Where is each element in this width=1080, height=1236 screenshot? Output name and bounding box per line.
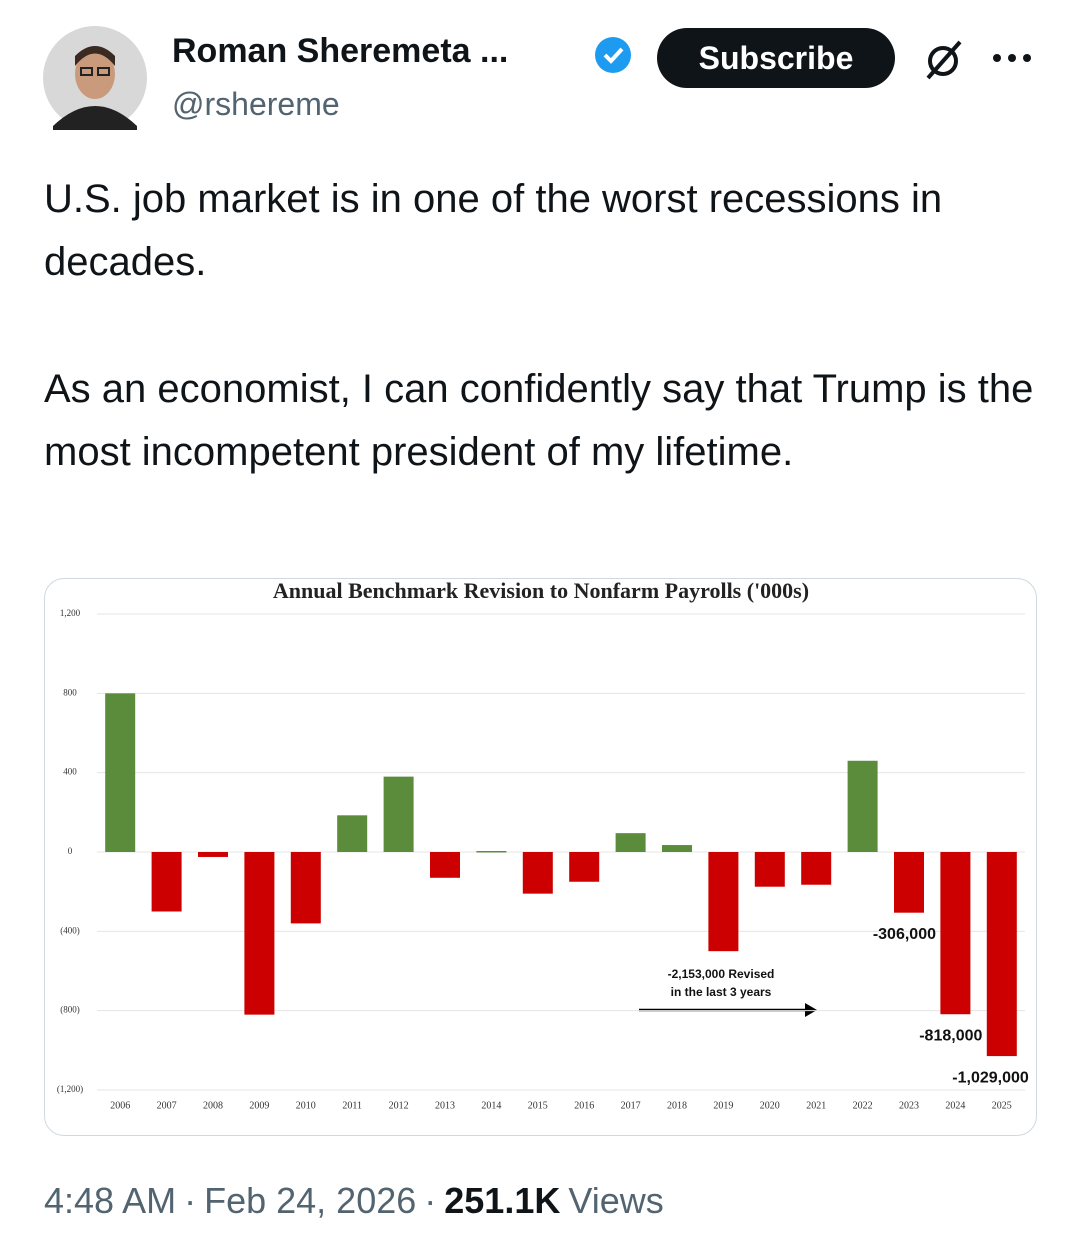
- x-tick-label: 2011: [342, 1100, 362, 1111]
- x-tick-label: 2006: [110, 1100, 130, 1111]
- bar: [383, 776, 414, 852]
- x-tick-label: 2018: [667, 1100, 687, 1111]
- separator: ·: [424, 1180, 437, 1221]
- x-tick-label: 2017: [621, 1100, 641, 1111]
- bar: [662, 845, 692, 852]
- avatar[interactable]: [43, 26, 147, 130]
- bar: [986, 852, 1017, 1057]
- bar: [476, 851, 507, 853]
- y-tick-label: 1,200: [60, 608, 81, 618]
- x-tick-label: 2025: [992, 1100, 1012, 1111]
- bar: [754, 852, 785, 887]
- y-tick-label: (400): [60, 925, 80, 935]
- y-tick-label: 800: [63, 687, 77, 697]
- value-label: -306,000: [873, 926, 936, 943]
- x-tick-label: 2022: [853, 1100, 873, 1111]
- y-tick-label: (800): [60, 1005, 80, 1015]
- views-label: Views: [568, 1180, 664, 1221]
- y-tick-label: 0: [68, 846, 73, 856]
- x-tick-label: 2015: [528, 1100, 548, 1111]
- verified-badge: [595, 37, 631, 73]
- x-tick-label: 2014: [481, 1100, 501, 1111]
- bar: [940, 852, 971, 1015]
- author-name[interactable]: Roman Sheremeta ...: [172, 32, 509, 70]
- bar: [337, 815, 368, 852]
- post-time[interactable]: 4:48 AM: [44, 1180, 177, 1221]
- x-tick-label: 2007: [157, 1100, 177, 1111]
- value-label: -1,029,000: [952, 1069, 1029, 1086]
- x-tick-label: 2012: [389, 1100, 409, 1111]
- bar: [105, 693, 136, 852]
- bar: [894, 852, 924, 913]
- x-tick-label: 2008: [203, 1100, 223, 1111]
- chart: Annual Benchmark Revision to Nonfarm Pay…: [57, 579, 1029, 1111]
- chart-card[interactable]: Annual Benchmark Revision to Nonfarm Pay…: [44, 578, 1037, 1136]
- x-tick-label: 2016: [574, 1100, 594, 1111]
- tweet-text: U.S. job market is in one of the worst r…: [44, 177, 943, 284]
- x-tick-label: 2019: [713, 1100, 733, 1111]
- bar: [290, 852, 321, 924]
- x-tick-label: 2013: [435, 1100, 455, 1111]
- bar: [198, 852, 228, 857]
- y-tick-label: (1,200): [57, 1084, 83, 1094]
- bar: [801, 852, 832, 885]
- bar: [522, 852, 553, 894]
- bar: [615, 833, 646, 852]
- x-tick-label: 2010: [296, 1100, 316, 1111]
- post-date[interactable]: Feb 24, 2026: [204, 1180, 417, 1221]
- x-tick-label: 2009: [249, 1100, 269, 1111]
- bar: [569, 852, 600, 882]
- bar: [847, 760, 878, 852]
- more-icon[interactable]: [990, 48, 1034, 68]
- bar: [430, 852, 460, 878]
- value-label: -818,000: [919, 1027, 982, 1044]
- annotation: in the last 3 years: [671, 985, 772, 999]
- author-handle[interactable]: @rshereme: [172, 86, 340, 122]
- views-count: 251.1K: [444, 1180, 561, 1221]
- x-tick-label: 2023: [899, 1100, 919, 1111]
- separator: ·: [184, 1180, 197, 1221]
- annotation: -2,153,000 Revised: [668, 967, 775, 981]
- x-tick-label: 2021: [806, 1100, 826, 1111]
- tweet-meta: 4:48 AM · Feb 24, 2026 · 251.1K Views: [44, 1180, 672, 1222]
- bar: [708, 852, 739, 952]
- grok-icon[interactable]: [918, 36, 968, 86]
- bar: [151, 852, 182, 912]
- y-tick-label: 400: [63, 767, 77, 777]
- bar: [244, 852, 275, 1015]
- subscribe-button[interactable]: Subscribe: [657, 28, 895, 88]
- annotation-arrowhead: [805, 1003, 817, 1017]
- x-tick-label: 2020: [760, 1100, 780, 1111]
- tweet-text: As an economist, I can confidently say t…: [44, 367, 1034, 474]
- x-tick-label: 2024: [945, 1100, 965, 1111]
- chart-title: Annual Benchmark Revision to Nonfarm Pay…: [273, 579, 809, 603]
